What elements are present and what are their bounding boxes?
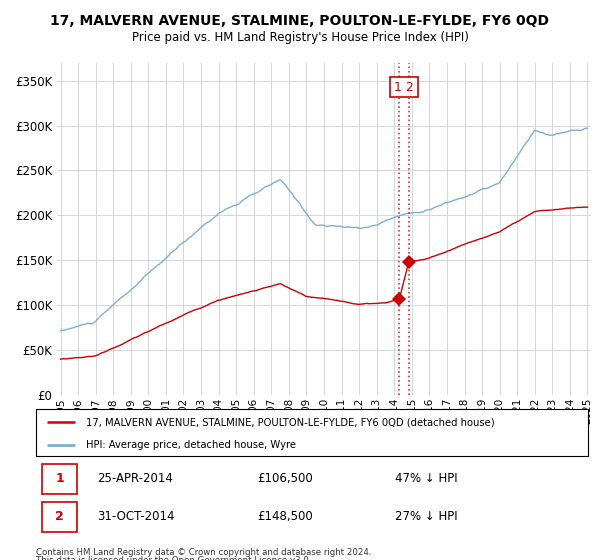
Text: £148,500: £148,500 [257, 510, 313, 524]
Text: 47% ↓ HPI: 47% ↓ HPI [395, 472, 457, 486]
Text: 1: 1 [55, 472, 64, 486]
FancyBboxPatch shape [41, 464, 77, 494]
Text: 25-APR-2014: 25-APR-2014 [97, 472, 173, 486]
FancyBboxPatch shape [36, 409, 588, 456]
Text: Price paid vs. HM Land Registry's House Price Index (HPI): Price paid vs. HM Land Registry's House … [131, 31, 469, 44]
Text: This data is licensed under the Open Government Licence v3.0.: This data is licensed under the Open Gov… [36, 556, 311, 560]
Text: 2: 2 [55, 510, 64, 524]
Text: 1 2: 1 2 [394, 81, 414, 94]
FancyBboxPatch shape [41, 502, 77, 532]
Text: 17, MALVERN AVENUE, STALMINE, POULTON-LE-FYLDE, FY6 0QD: 17, MALVERN AVENUE, STALMINE, POULTON-LE… [50, 14, 550, 28]
Text: 17, MALVERN AVENUE, STALMINE, POULTON-LE-FYLDE, FY6 0QD (detached house): 17, MALVERN AVENUE, STALMINE, POULTON-LE… [86, 417, 494, 427]
Text: Contains HM Land Registry data © Crown copyright and database right 2024.: Contains HM Land Registry data © Crown c… [36, 548, 371, 557]
Text: 31-OCT-2014: 31-OCT-2014 [97, 510, 174, 524]
Text: 27% ↓ HPI: 27% ↓ HPI [395, 510, 457, 524]
Text: £106,500: £106,500 [257, 472, 313, 486]
Text: HPI: Average price, detached house, Wyre: HPI: Average price, detached house, Wyre [86, 440, 296, 450]
